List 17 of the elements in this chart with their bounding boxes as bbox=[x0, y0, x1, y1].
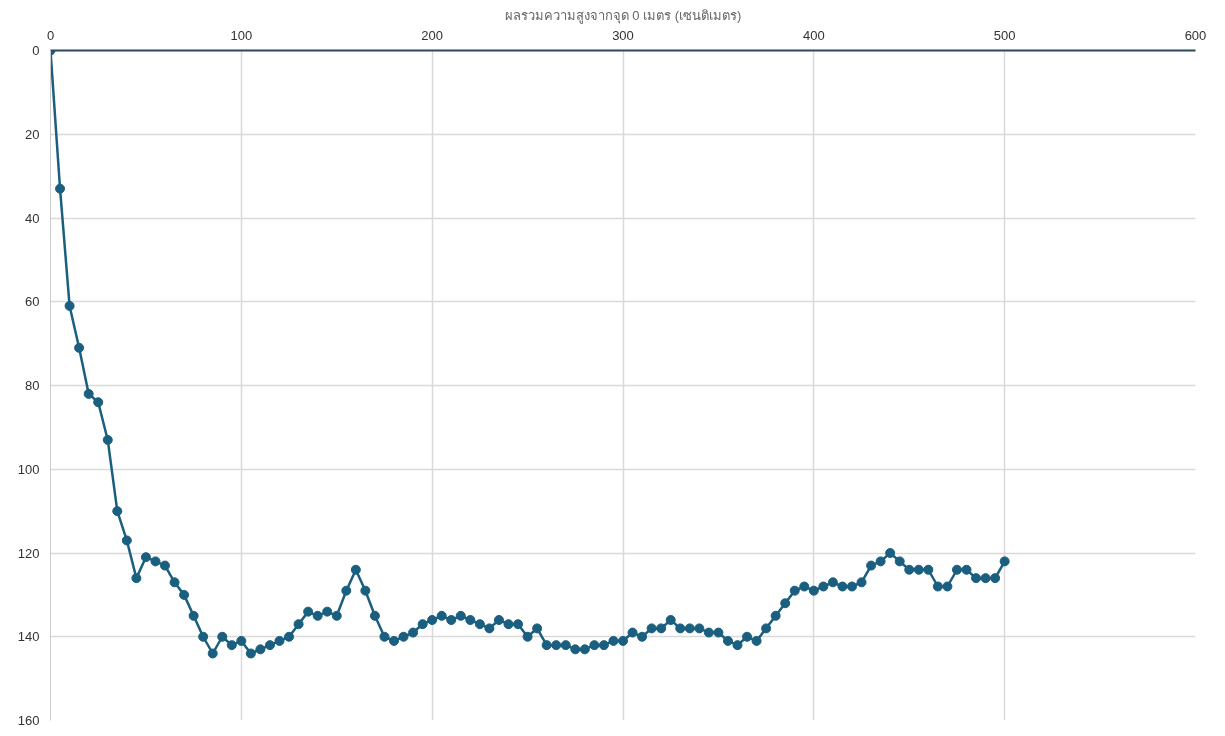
y-tick-label: 80 bbox=[25, 378, 40, 393]
y-tick-label: 40 bbox=[25, 210, 40, 226]
y-tick-label: 20 bbox=[25, 126, 40, 142]
chart-title: ผลรวมความสูงจากจุด 0 เมตร (เซนติเมตร) bbox=[504, 7, 742, 24]
x-tick-label: 600 bbox=[1184, 27, 1207, 43]
x-tick-label: 200 bbox=[421, 27, 444, 43]
y-tick-label: 100 bbox=[17, 461, 40, 477]
y-tick-label: 140 bbox=[17, 629, 40, 645]
y-tick-label: 120 bbox=[17, 545, 40, 561]
y-tick-label: 0 bbox=[32, 43, 40, 58]
y-tick-label: 160 bbox=[17, 713, 40, 728]
x-tick-label: 400 bbox=[802, 27, 825, 43]
x-tick-label: 100 bbox=[230, 27, 253, 43]
y-tick-label: 60 bbox=[25, 294, 40, 310]
x-tick-label: 0 bbox=[46, 27, 55, 43]
x-tick-label: 300 bbox=[612, 27, 634, 43]
x-tick-label: 500 bbox=[993, 27, 1016, 43]
